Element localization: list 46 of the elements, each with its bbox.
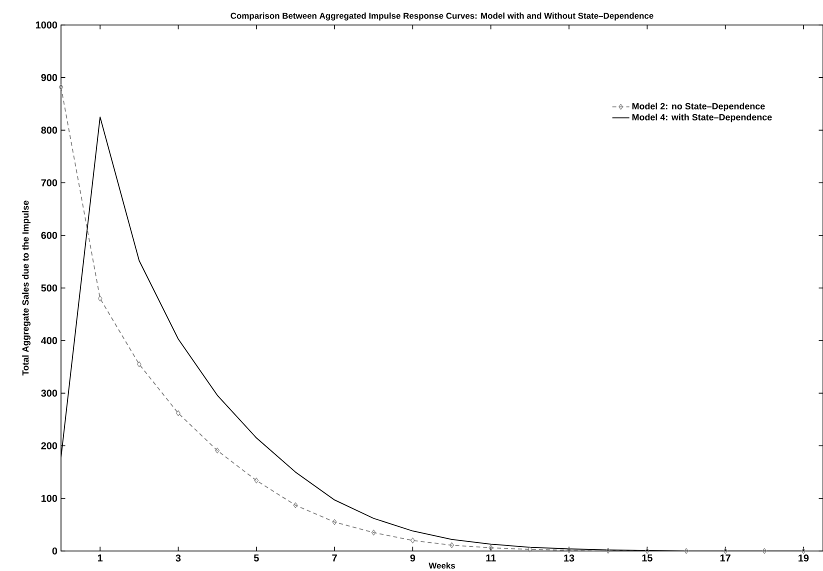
point (254, 478, 259, 484)
x-axis-title: Weeks (428, 562, 455, 569)
y-tick-label: 800 (41, 126, 58, 134)
y-tick-label: 400 (41, 337, 58, 344)
y-tick-label: 200 (41, 442, 58, 450)
point (450, 542, 454, 548)
y-tick-label: 0 (52, 547, 58, 555)
point (644, 548, 650, 554)
point (762, 548, 767, 554)
point (488, 544, 494, 551)
y-tick-label: 1000 (36, 21, 58, 29)
point (801, 548, 806, 554)
y-tick-label: 300 (41, 390, 58, 397)
point (176, 410, 180, 416)
x-tick-label: 11 (486, 554, 496, 562)
y-tick-label: 700 (41, 179, 58, 186)
y-tick-label: 100 (41, 494, 58, 502)
point (371, 530, 376, 536)
point (410, 538, 415, 544)
point (528, 546, 532, 552)
x-tick-label: 13 (564, 554, 574, 562)
point (98, 296, 102, 302)
point (215, 448, 220, 454)
x-tick-label: 5 (254, 554, 259, 562)
chart-title: Comparison Between Aggregated Impulse Response Curves: Model with and Without State–Dependence (230, 12, 654, 20)
x-tick-label: 3 (176, 554, 181, 562)
y-tick-label: 600 (41, 232, 58, 239)
y-tick-label: 900 (41, 74, 58, 82)
point (332, 519, 337, 525)
point (606, 548, 610, 554)
y-tick-label: 500 (41, 284, 58, 292)
x-tick-label: 19 (798, 554, 809, 562)
x-tick-label: 1 (98, 554, 103, 562)
point (136, 361, 142, 368)
x-tick-label: 15 (642, 554, 652, 562)
point (58, 84, 64, 90)
point (293, 502, 298, 508)
point (684, 548, 688, 554)
x-tick-label: 9 (410, 554, 416, 562)
point (723, 548, 728, 554)
legend-label: Model 2: no State–Dependence (632, 102, 765, 112)
x-tick-label: 7 (332, 554, 337, 562)
legend-label: Model 4: with State–Dependence (632, 114, 772, 122)
x-tick-label: 17 (720, 554, 730, 562)
point (566, 547, 572, 554)
y-axis-title: Total Aggregate Sales due to the Impulse (22, 200, 30, 376)
